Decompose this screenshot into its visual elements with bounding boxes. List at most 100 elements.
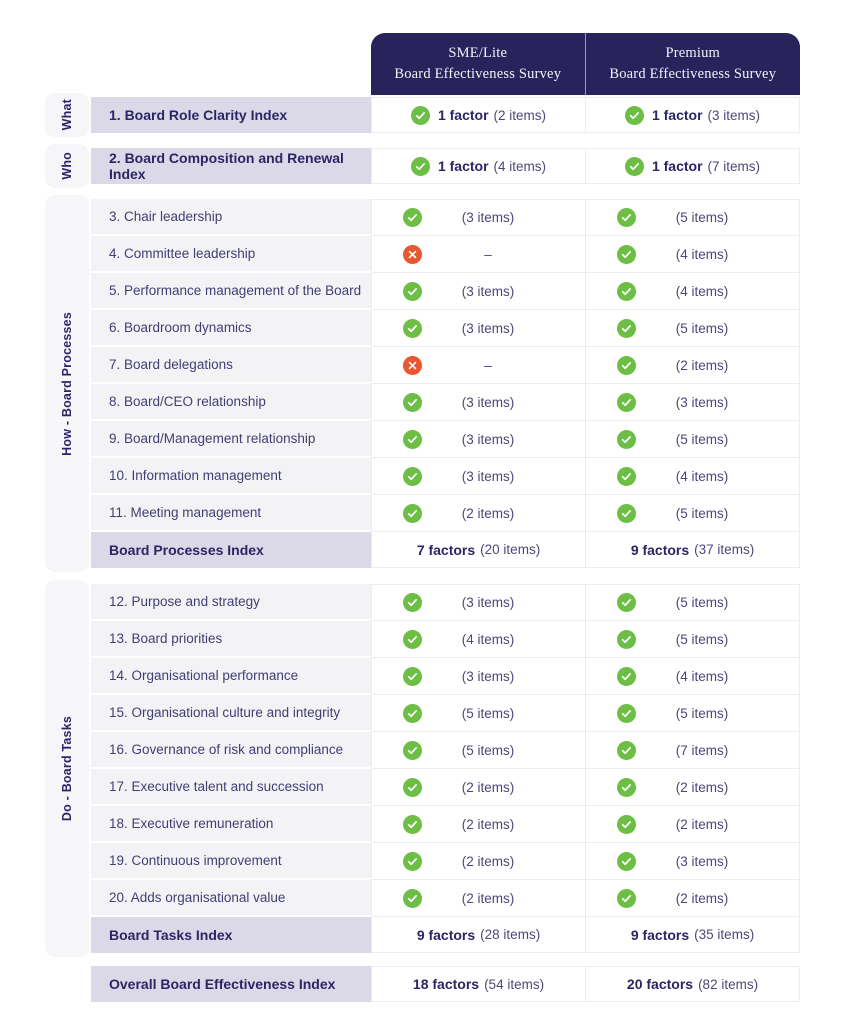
items-count: (5 items) — [675, 631, 729, 647]
check-icon — [616, 466, 636, 486]
items-count: (5 items) — [461, 742, 515, 758]
check-icon — [402, 703, 422, 723]
table-row: 16. Governance of risk and compliance (5… — [91, 732, 800, 769]
items-count: (3 items) — [675, 853, 729, 869]
check-icon — [624, 156, 644, 176]
check-icon — [402, 740, 422, 760]
factor-count: 9 factors — [630, 541, 690, 558]
check-icon — [402, 666, 422, 686]
factor-row-label: 7. Board delegations — [91, 347, 371, 384]
sme-cell: (4 items) — [372, 621, 586, 658]
table-row: 12. Purpose and strategy (3 items) (5 it… — [91, 584, 800, 621]
premium-cell: 9 factors (37 items) — [586, 532, 800, 568]
index-row-label: 2. Board Composition and Renewal Index — [91, 148, 371, 184]
check-icon — [616, 851, 636, 871]
items-count: (3 items) — [461, 210, 515, 225]
premium-cell: (4 items) — [586, 236, 800, 273]
items-count: (54 items) — [484, 976, 545, 992]
items-count: (2 items) — [461, 505, 515, 521]
cross-icon — [402, 355, 422, 375]
sme-cell: (3 items) — [372, 384, 586, 421]
premium-cell: (5 items) — [586, 695, 800, 732]
items-count: (4 items) — [461, 631, 515, 647]
factor-row-label: 15. Organisational culture and integrity — [91, 695, 371, 732]
items-count: (3 items) — [461, 431, 515, 447]
check-icon — [402, 814, 422, 834]
premium-cell: (2 items) — [586, 347, 800, 384]
items-count: (5 items) — [675, 595, 729, 610]
section-who: Who 2. Board Composition and Renewal Ind… — [45, 144, 800, 188]
items-count: (3 items) — [461, 468, 515, 484]
items-count: (20 items) — [480, 542, 541, 557]
sme-cell: (3 items) — [372, 421, 586, 458]
items-count: (2 items) — [493, 107, 547, 123]
premium-cell: (5 items) — [586, 199, 800, 236]
sme-cell: – — [372, 236, 586, 273]
sme-cell: (3 items) — [372, 199, 586, 236]
items-count: (5 items) — [461, 705, 515, 721]
table-row: 8. Board/CEO relationship (3 items) (3 i… — [91, 384, 800, 421]
check-icon — [616, 208, 636, 227]
factor-row-label: 13. Board priorities — [91, 621, 371, 658]
items-count: (3 items) — [675, 394, 729, 410]
items-count: (2 items) — [461, 890, 515, 906]
factor-row-label: 17. Executive talent and succession — [91, 769, 371, 806]
factor-row-label: 5. Performance management of the Board — [91, 273, 371, 310]
sme-cell: – — [372, 347, 586, 384]
premium-cell: (3 items) — [586, 384, 800, 421]
items-count: (5 items) — [675, 320, 729, 336]
table-row: 7. Board delegations – (2 items) — [91, 347, 800, 384]
table-row: 9. Board/Management relationship (3 item… — [91, 421, 800, 458]
sme-cell: (3 items) — [372, 273, 586, 310]
sme-cell: (3 items) — [372, 658, 586, 695]
items-count: (2 items) — [675, 890, 729, 906]
check-icon — [402, 503, 422, 523]
cross-icon — [402, 244, 422, 264]
group-strip-who: Who — [45, 144, 89, 188]
factor-count: 7 factors — [416, 541, 476, 558]
items-count: – — [484, 246, 492, 262]
items-count: (5 items) — [675, 431, 729, 447]
premium-cell: (2 items) — [586, 880, 800, 917]
table-row: 14. Organisational performance (3 items)… — [91, 658, 800, 695]
premium-cell: (5 items) — [586, 310, 800, 347]
section-what: What 1. Board Role Clarity Index 1 facto… — [45, 93, 800, 137]
items-count: (37 items) — [694, 542, 755, 557]
sme-cell: (2 items) — [372, 495, 586, 532]
items-count: (4 items) — [675, 668, 729, 684]
items-count: (4 items) — [675, 468, 729, 484]
sme-cell: (2 items) — [372, 806, 586, 843]
sme-cell: (3 items) — [372, 310, 586, 347]
table-row: 10. Information management (3 items) (4 … — [91, 458, 800, 495]
factor-row-label: 8. Board/CEO relationship — [91, 384, 371, 421]
items-count: (82 items) — [698, 976, 759, 992]
table-row: Board Tasks Index 9 factors (28 items) 9 fa… — [91, 917, 800, 953]
sme-cell: (2 items) — [372, 880, 586, 917]
check-icon — [616, 281, 636, 301]
overall-row-label: Overall Board Effectiveness Index — [91, 966, 371, 1002]
check-icon — [402, 888, 422, 908]
premium-cell: (3 items) — [586, 843, 800, 880]
check-icon — [616, 244, 636, 264]
factor-row-label: 10. Information management — [91, 458, 371, 495]
premium-cell: (5 items) — [586, 584, 800, 621]
table-row: 13. Board priorities (4 items) (5 items) — [91, 621, 800, 658]
sme-cell: (5 items) — [372, 732, 586, 769]
items-count: (35 items) — [694, 927, 755, 942]
table-row: 15. Organisational culture and integrity… — [91, 695, 800, 732]
check-icon — [402, 429, 422, 449]
factor-row-label: 4. Committee leadership — [91, 236, 371, 273]
check-icon — [410, 105, 430, 125]
table-row: 18. Executive remuneration (2 items) (2 … — [91, 806, 800, 843]
premium-cell: 1 factor (7 items) — [586, 148, 800, 184]
table-row: 17. Executive talent and succession (2 i… — [91, 769, 800, 806]
premium-cell: (2 items) — [586, 806, 800, 843]
check-icon — [402, 392, 422, 412]
factor-row-label: 3. Chair leadership — [91, 199, 371, 236]
items-count: (3 items) — [461, 320, 515, 336]
premium-cell: (4 items) — [586, 458, 800, 495]
items-count: (5 items) — [675, 705, 729, 721]
check-icon — [616, 503, 636, 523]
premium-cell: (4 items) — [586, 658, 800, 695]
